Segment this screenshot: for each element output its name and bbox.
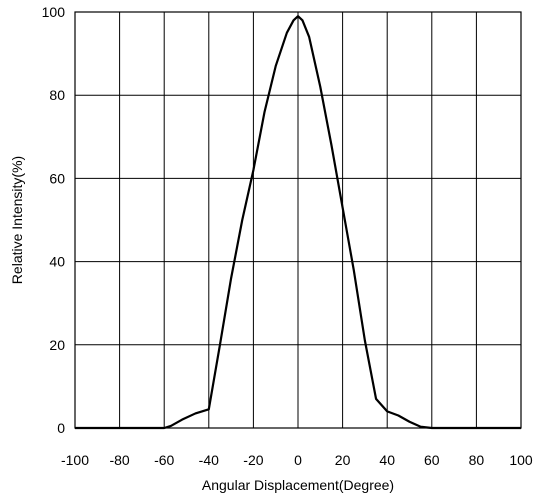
x-tick-label: 20 — [335, 452, 351, 468]
y-tick-label: 60 — [49, 170, 65, 186]
y-tick-label: 40 — [49, 254, 65, 270]
x-tick-label: -40 — [199, 452, 219, 468]
x-tick-label: 40 — [379, 452, 395, 468]
x-tick-labels: -100 -80 -60 -40 -20 0 20 40 60 80 100 — [61, 452, 533, 468]
x-tick-label: 60 — [424, 452, 440, 468]
y-tick-label: 80 — [49, 87, 65, 103]
series-layer — [75, 15, 521, 430]
y-axis-label: Relative Intensity(%) — [9, 156, 25, 284]
y-tick-label: 20 — [49, 337, 65, 353]
y-tick-label: 100 — [42, 4, 66, 20]
x-tick-label: -80 — [109, 452, 129, 468]
x-tick-label: -60 — [154, 452, 174, 468]
x-tick-label: -20 — [243, 452, 263, 468]
plot-border — [74, 11, 522, 429]
x-tick-label: 80 — [469, 452, 485, 468]
x-axis-label: Angular Displacement(Degree) — [202, 477, 394, 493]
grid — [74, 11, 522, 429]
x-tick-label: 0 — [294, 452, 302, 468]
y-tick-labels: 0 20 40 60 80 100 — [42, 4, 66, 436]
series-line — [75, 15, 521, 430]
x-tick-label: 100 — [509, 452, 533, 468]
x-tick-label: -100 — [61, 452, 89, 468]
y-tick-label: 0 — [57, 420, 65, 436]
plot-frame — [74, 11, 522, 429]
